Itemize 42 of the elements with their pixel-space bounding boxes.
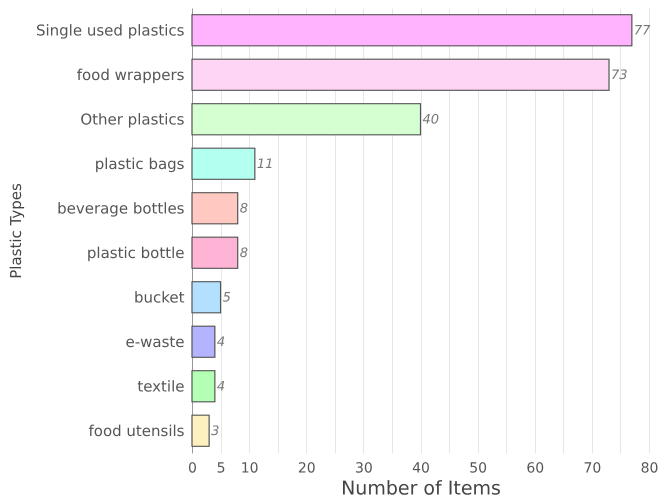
data-label: 73 bbox=[611, 68, 628, 83]
bar bbox=[191, 326, 216, 358]
data-label: 3 bbox=[211, 424, 220, 439]
x-tick-label: 0 bbox=[188, 460, 197, 476]
bar bbox=[191, 281, 222, 314]
x-tick-label: 5 bbox=[216, 460, 226, 476]
data-label: 8 bbox=[240, 201, 248, 216]
data-label: 5 bbox=[222, 290, 231, 306]
y-tick-label: e-waste bbox=[125, 332, 184, 351]
x-tick-label: 30 bbox=[354, 460, 373, 476]
y-tick-label: food utensils bbox=[88, 422, 185, 440]
x-tick-label: 10 bbox=[240, 460, 259, 476]
bar bbox=[191, 192, 238, 224]
y-tick-label: Single used plastics bbox=[36, 21, 185, 40]
x-tick-label: 70 bbox=[583, 460, 602, 476]
x-tick-label: 40 bbox=[412, 460, 430, 476]
y-tick-label: plastic bags bbox=[94, 154, 185, 173]
bar bbox=[191, 236, 238, 269]
bar bbox=[191, 370, 216, 402]
y-tick-label: food wrappers bbox=[76, 66, 185, 84]
data-label: 11 bbox=[256, 156, 274, 172]
y-tick-label: plastic bottle bbox=[86, 244, 184, 262]
y-axis-title: Plastic Types bbox=[6, 183, 25, 279]
data-label: 40 bbox=[422, 112, 440, 128]
y-tick-label: Other plastics bbox=[80, 110, 185, 128]
data-label: 8 bbox=[240, 246, 248, 261]
bar bbox=[191, 148, 256, 180]
x-tick-label: 50 bbox=[469, 460, 488, 476]
x-tick-label: 80 bbox=[640, 460, 658, 476]
bar bbox=[191, 58, 610, 91]
data-label: 77 bbox=[634, 23, 652, 38]
data-label: 4 bbox=[216, 379, 226, 394]
x-axis-title: Number of Items bbox=[341, 478, 501, 500]
x-tick-label: 20 bbox=[298, 460, 316, 476]
bar bbox=[191, 414, 210, 447]
y-tick-label: textile bbox=[137, 377, 184, 396]
x-tick-label: 60 bbox=[526, 460, 544, 476]
y-tick-label: bucket bbox=[134, 288, 185, 306]
y-tick-label: beverage bottles bbox=[57, 199, 185, 218]
data-label: 4 bbox=[216, 334, 226, 350]
bar bbox=[191, 103, 422, 136]
bar bbox=[191, 14, 632, 46]
